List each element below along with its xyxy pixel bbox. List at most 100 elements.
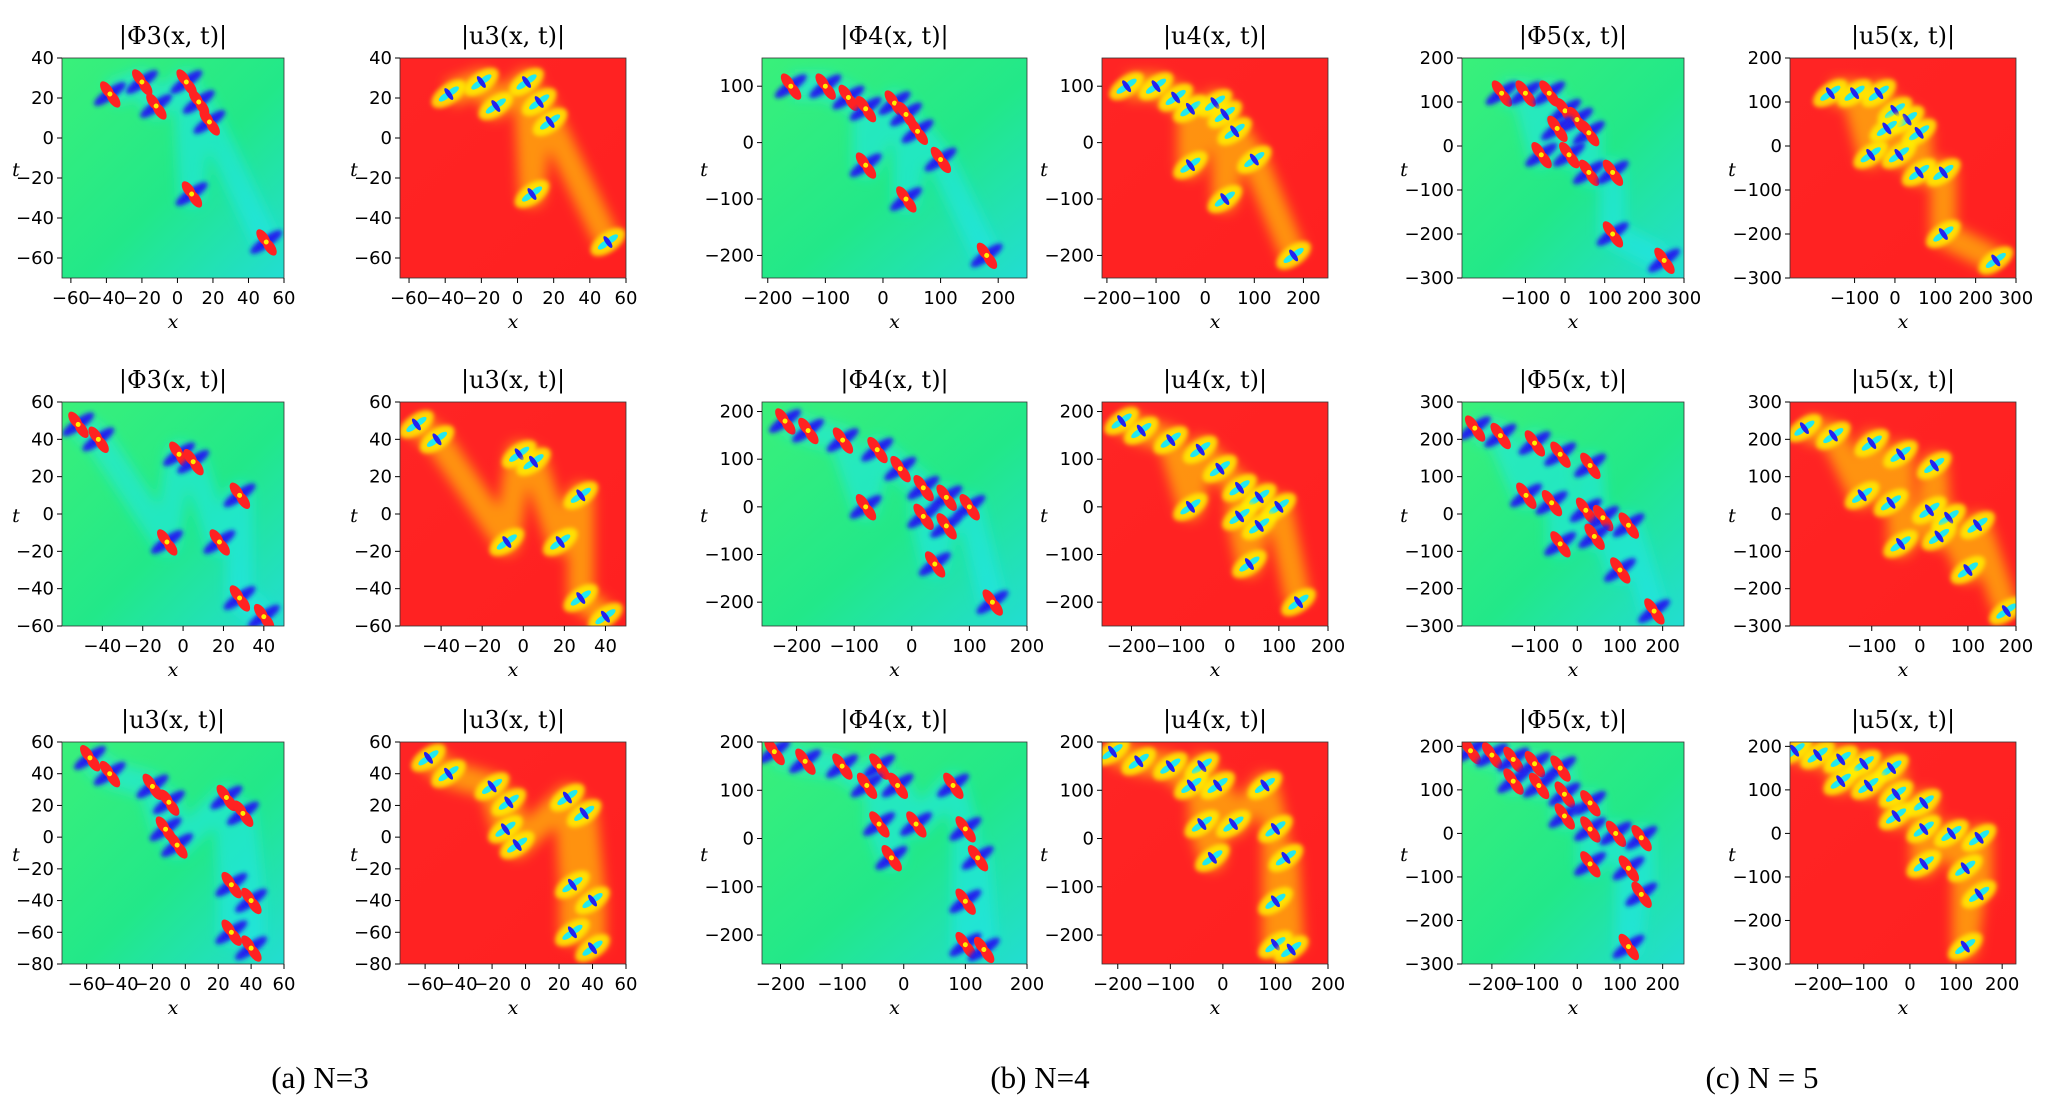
- y-tick-label: 40: [369, 429, 392, 450]
- soliton-peak: [881, 772, 914, 800]
- panel-title: |u3(x, t)|: [121, 706, 225, 735]
- soliton-peak: [1138, 72, 1174, 101]
- soliton-peak: [177, 448, 210, 476]
- soliton-peak: [62, 411, 95, 438]
- soliton-peak: [1232, 549, 1267, 579]
- y-tick-label: 100: [1420, 467, 1454, 488]
- x-tick-label: −100: [1839, 974, 1888, 995]
- x-tick-label: 200: [981, 288, 1015, 309]
- soliton-peak: [1625, 881, 1658, 908]
- soliton-peak: [1216, 809, 1251, 839]
- panel-title: |u5(x, t)|: [1851, 366, 1955, 395]
- x-axis-label: x: [1210, 659, 1221, 681]
- x-tick-label: 100: [1588, 288, 1622, 309]
- x-tick-label: −100: [801, 288, 850, 309]
- soliton-peak: [478, 91, 514, 121]
- y-tick-label: −60: [354, 248, 392, 269]
- plot-frame: [399, 57, 627, 279]
- soliton-peak: [93, 760, 126, 788]
- y-tick-label: −200: [1733, 910, 1782, 931]
- y-tick-label: −20: [354, 541, 392, 562]
- x-tick-label: −60: [68, 974, 106, 995]
- soliton-peak: [1599, 820, 1632, 848]
- x-tick-label: 60: [273, 974, 296, 995]
- x-tick-label: −40: [83, 636, 121, 657]
- x-tick-label: 60: [273, 288, 296, 309]
- y-tick-label: 100: [1060, 780, 1094, 801]
- soliton-peak: [588, 602, 623, 626]
- x-tick-label: 0: [512, 288, 523, 309]
- x-tick-label: 0: [1572, 974, 1583, 995]
- soliton-peak: [1195, 843, 1230, 872]
- x-tick-label: −200: [1467, 974, 1516, 995]
- x-axis-label: x: [1210, 997, 1221, 1019]
- x-tick-label: −200: [743, 288, 792, 309]
- soliton-peak: [1281, 588, 1316, 617]
- soliton-peak: [1925, 219, 1961, 249]
- y-tick-label: 0: [1083, 497, 1094, 518]
- soliton-peak: [1276, 241, 1311, 270]
- x-tick-label: 20: [548, 974, 571, 995]
- x-tick-label: −40: [440, 974, 478, 995]
- y-tick-label: 40: [31, 429, 54, 450]
- soliton-peak: [1152, 752, 1188, 781]
- soliton-peak: [193, 109, 226, 136]
- y-tick-label: 300: [1748, 392, 1782, 413]
- soliton-peak: [1947, 854, 1983, 883]
- soliton-peak: [849, 494, 882, 521]
- soliton-peak: [215, 919, 248, 946]
- soliton-peak: [850, 772, 883, 800]
- y-tick-label: 100: [1748, 92, 1782, 113]
- soliton-peak: [1268, 843, 1304, 872]
- soliton-peak: [1881, 140, 1917, 169]
- panel-3: −200 −100 0 100 200 −200 −100 0 100 x t |Φ4(x, t)|: [700, 22, 1028, 333]
- soliton-peak: [884, 455, 917, 483]
- soliton-peak: [1510, 482, 1542, 509]
- x-tick-label: −100: [1510, 636, 1559, 657]
- x-tick-label: −200: [1107, 636, 1156, 657]
- plot-frame: [1101, 57, 1329, 279]
- x-tick-label: 0: [906, 636, 917, 657]
- x-tick-label: 200: [1010, 636, 1044, 657]
- panel-title: |Φ4(x, t)|: [840, 706, 948, 735]
- y-tick-label: 0: [1083, 829, 1094, 850]
- y-tick-label: 200: [1420, 429, 1454, 450]
- soliton-peak: [792, 417, 825, 445]
- soliton-peak: [1790, 414, 1822, 443]
- soliton-peak: [1883, 529, 1918, 558]
- y-tick-label: −100: [1733, 867, 1782, 888]
- y-tick-label: 20: [31, 88, 54, 109]
- soliton-peak: [1906, 814, 1942, 844]
- y-tick-label: 200: [1060, 732, 1094, 753]
- y-tick-label: 0: [1771, 136, 1782, 157]
- caption-a: (a) N=3: [271, 1060, 369, 1095]
- soliton-peak: [1574, 816, 1607, 843]
- soliton-peak: [521, 87, 557, 117]
- soliton-peak: [1207, 184, 1243, 214]
- soliton-peak: [1109, 72, 1144, 101]
- x-tick-label: 20: [202, 288, 225, 309]
- x-tick-label: 40: [594, 636, 617, 657]
- soliton-peak: [175, 181, 208, 208]
- y-tick-label: 0: [1083, 133, 1094, 154]
- y-tick-label: −200: [1733, 579, 1782, 600]
- soliton-peak: [1475, 742, 1508, 769]
- soliton-peak: [514, 179, 550, 209]
- y-tick-label: 20: [369, 88, 392, 109]
- soliton-peak: [1541, 115, 1574, 142]
- panel-title: |Φ4(x, t)|: [840, 366, 948, 395]
- panel-15: −200 −100 0 100 200 −200 −100 0 100 200 x t |Φ4(x, t…: [700, 706, 1044, 1019]
- soliton-peak: [1273, 935, 1309, 964]
- soliton-peak: [152, 789, 185, 816]
- y-tick-label: 0: [381, 128, 392, 149]
- x-axis-label: x: [168, 311, 179, 333]
- x-tick-label: 0: [1889, 288, 1900, 309]
- density-layer: [774, 73, 1003, 270]
- soliton-peak: [1604, 557, 1636, 584]
- y-tick-label: 0: [743, 829, 754, 850]
- soliton-peak: [464, 67, 499, 97]
- soliton-peak: [930, 513, 963, 540]
- y-tick-label: 300: [1420, 392, 1454, 413]
- x-tick-label: 0: [1904, 974, 1915, 995]
